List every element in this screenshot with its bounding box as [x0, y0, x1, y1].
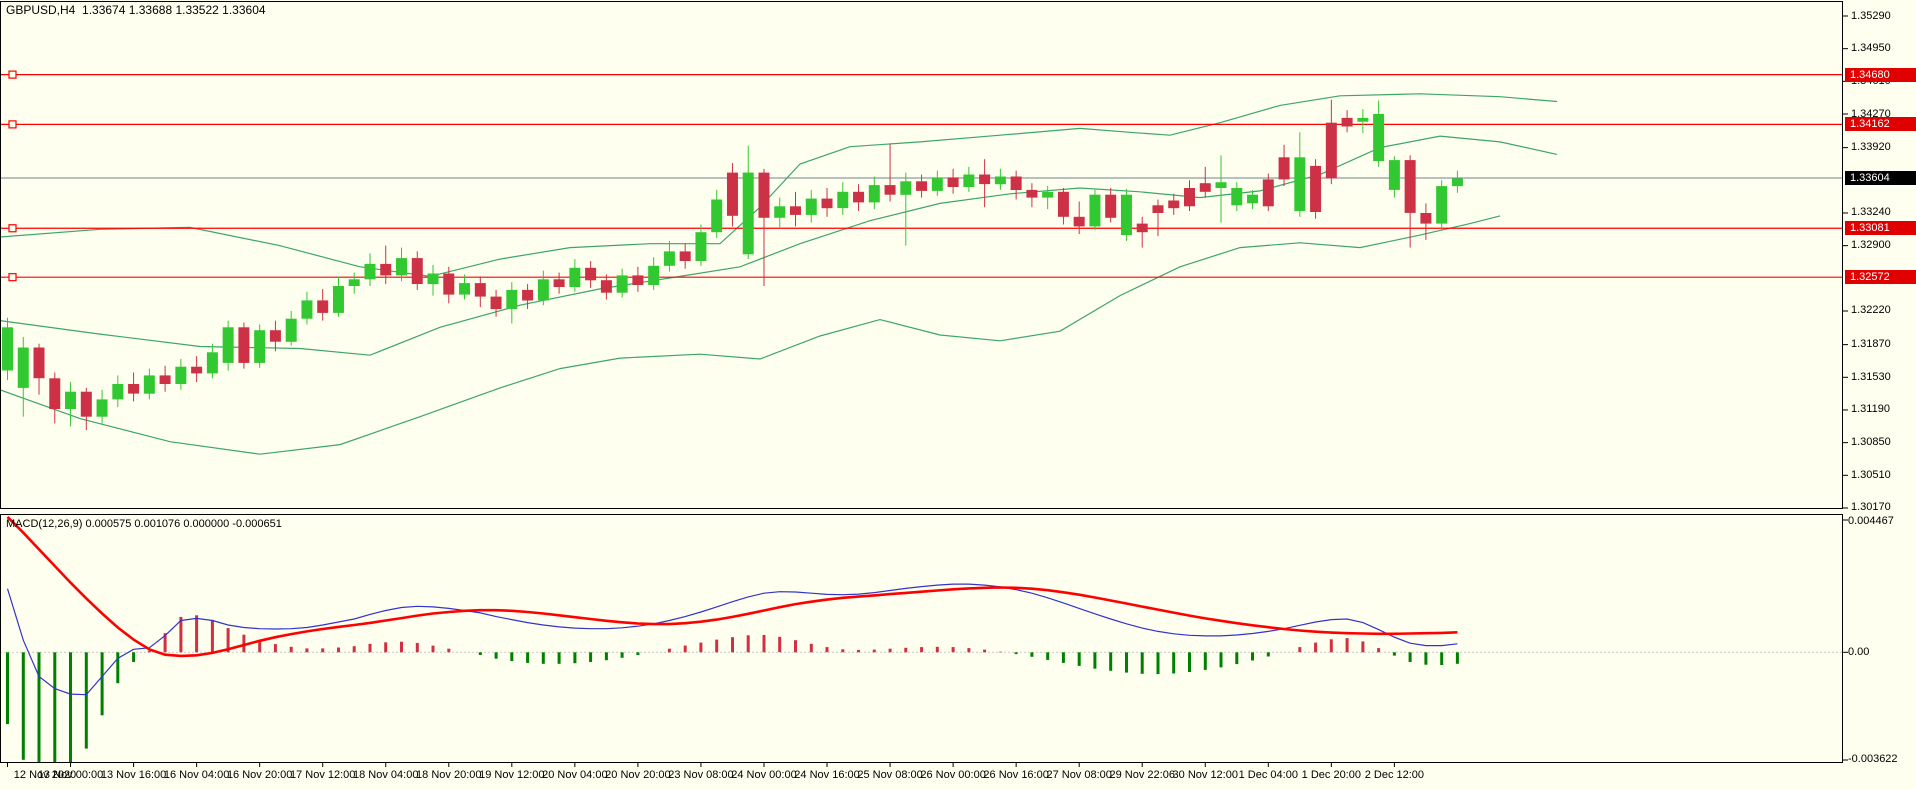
- time-tick-label: 16 Nov 04:00: [163, 769, 230, 781]
- time-axis-ticks: [7, 763, 1395, 767]
- symbol-ohlc-header: GBPUSD,H4 1.33674 1.33688 1.33522 1.3360…: [6, 4, 266, 17]
- time-tick-label: 24 Nov 16:00: [794, 769, 860, 781]
- hline-price-tag[interactable]: 1.34680: [1845, 67, 1916, 82]
- current-price-tag: 1.33604: [1845, 171, 1916, 185]
- price-tick-label: 1.35290: [1851, 9, 1891, 22]
- support-resistance-line[interactable]: [0, 70, 1843, 79]
- macd-main-line: [6, 583, 1458, 696]
- support-resistance-line[interactable]: [0, 224, 1843, 233]
- price-tick-label: 1.31530: [1851, 370, 1891, 383]
- macd-panel-border: [0, 514, 1843, 763]
- bollinger-upper-band: [0, 93, 1558, 278]
- time-tick-label: 2 Dec 12:00: [1364, 769, 1425, 781]
- time-tick-label: 16 Nov 20:00: [226, 769, 293, 781]
- hline-drag-handle: [8, 224, 17, 233]
- hline-price-tag[interactable]: 1.34162: [1845, 117, 1916, 132]
- support-resistance-line[interactable]: [0, 120, 1843, 129]
- time-tick-label: 13 Nov 16:00: [100, 769, 167, 781]
- time-tick-label: 1 Dec 20:00: [1301, 769, 1361, 781]
- time-tick-label: 20 Nov 04:00: [542, 769, 608, 781]
- macd-indicator-label: MACD(12,26,9) 0.000575 0.001076 0.000000…: [6, 518, 282, 530]
- time-tick-label: 18 Nov 04:00: [353, 769, 419, 781]
- time-tick-label: 30 Nov 12:00: [1172, 769, 1238, 781]
- macd-histogram: [6, 615, 1459, 762]
- time-tick-label: 19 Nov 12:00: [479, 769, 545, 781]
- time-tick-label: 27 Nov 08:00: [1046, 769, 1112, 781]
- price-tick-label: 1.32900: [1851, 239, 1891, 252]
- hline-drag-handle: [8, 273, 17, 282]
- time-tick-label: 26 Nov 00:00: [920, 769, 986, 781]
- macd-axis-min-label: -0.003622: [1848, 753, 1898, 765]
- time-tick-label: 24 Nov 00:00: [731, 769, 797, 781]
- macd-axis-max-label: 0.004467: [1848, 515, 1894, 527]
- hline-price-tag[interactable]: 1.32572: [1845, 270, 1916, 285]
- support-resistance-line[interactable]: [0, 273, 1843, 282]
- price-tick-label: 1.34950: [1851, 42, 1891, 55]
- price-tick-label: 1.30850: [1851, 436, 1891, 449]
- main-panel-border: [0, 1, 1843, 509]
- price-axis-ticks: [1843, 15, 1848, 761]
- bollinger-lower-band: [0, 215, 1501, 455]
- candlestick-series: [2, 99, 1463, 431]
- price-tick-label: 1.33920: [1851, 141, 1891, 154]
- ohlc-values: 1.33674 1.33688 1.33522 1.33604: [82, 3, 266, 17]
- price-tick-label: 1.33240: [1851, 206, 1891, 219]
- price-tick-label: 1.32220: [1851, 304, 1891, 317]
- time-tick-label: 20 Nov 20:00: [605, 769, 671, 781]
- price-tick-label: 1.31190: [1851, 403, 1890, 416]
- price-tick-label: 1.30170: [1851, 501, 1891, 514]
- time-tick-label: 29 Nov 22:06: [1109, 769, 1175, 781]
- price-tick-label: 1.34270: [1851, 107, 1891, 120]
- price-tick-label: 1.31870: [1851, 338, 1891, 351]
- hline-price-tag[interactable]: 1.33081: [1845, 221, 1916, 236]
- symbol-label: GBPUSD,H4: [6, 3, 76, 17]
- time-tick-label: 1 Dec 04:00: [1238, 769, 1298, 781]
- time-tick-label: 23 Nov 08:00: [668, 769, 734, 781]
- macd-signal-line: [6, 515, 1458, 658]
- hline-drag-handle: [8, 120, 17, 129]
- time-tick-label: 18 Nov 20:00: [416, 769, 482, 781]
- price-tick-label: 1.30510: [1851, 468, 1891, 481]
- time-tick-label: 25 Nov 08:00: [857, 769, 923, 781]
- time-tick-label: 12 Nov 2020: [13, 769, 77, 781]
- hline-drag-handle: [8, 70, 17, 79]
- time-tick-label: 13 Nov 00:00: [37, 769, 104, 781]
- bollinger-middle-band: [0, 135, 1558, 356]
- time-tick-label: 26 Nov 16:00: [983, 769, 1049, 781]
- time-tick-label: 17 Nov 12:00: [289, 769, 356, 781]
- macd-axis-zero-label: 0.00: [1848, 645, 1870, 658]
